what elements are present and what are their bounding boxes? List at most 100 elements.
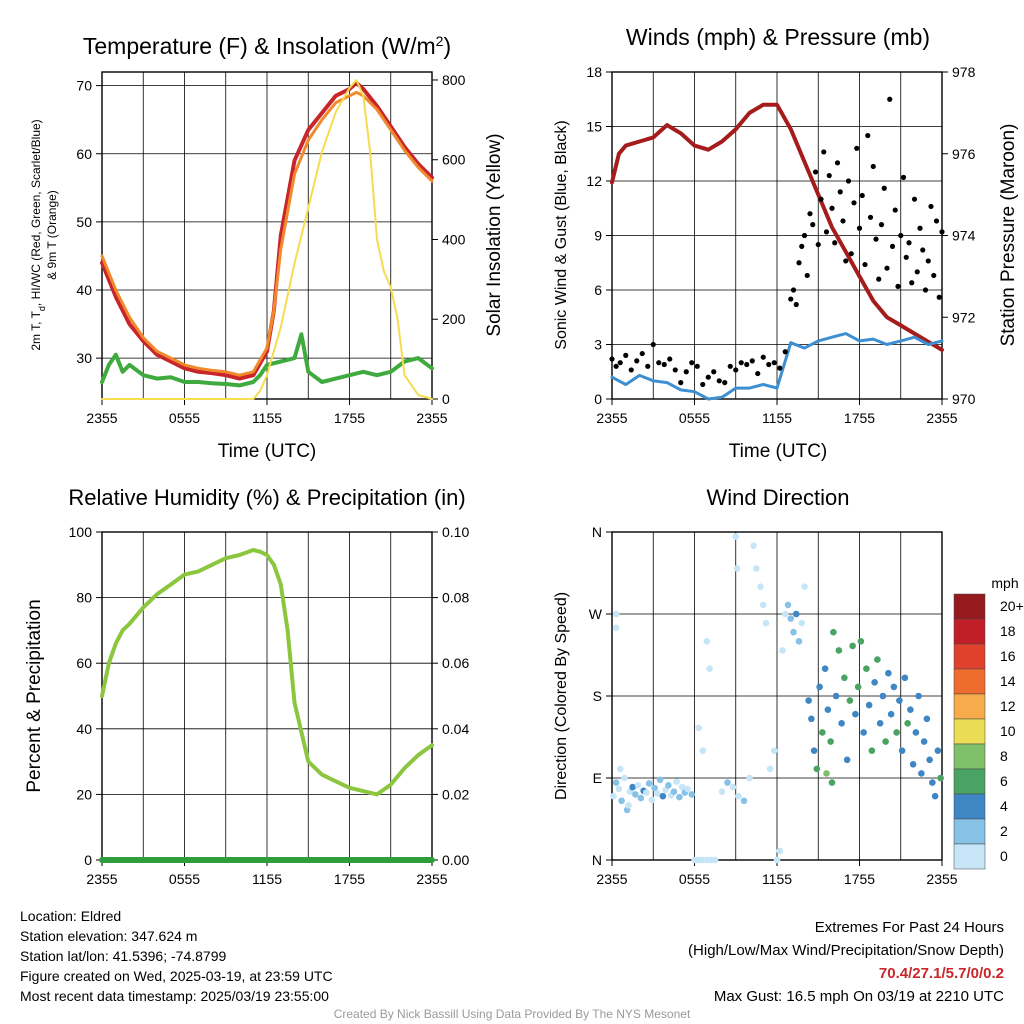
temp-y-tick-label: 30 xyxy=(76,350,92,366)
dir-point xyxy=(648,796,656,804)
dir-point xyxy=(711,856,719,864)
wind-gust-point xyxy=(917,225,923,231)
wind-gust-point xyxy=(845,178,852,184)
dir-point xyxy=(750,542,757,549)
temp-y2-tick-label: 400 xyxy=(442,231,466,247)
temp-title: Temperature (F) & Insolation (W/m2) xyxy=(83,33,451,59)
dir-point xyxy=(923,715,931,723)
dir-point xyxy=(659,792,667,800)
rh-y-tick-label: 0 xyxy=(84,852,92,868)
dir-point xyxy=(634,781,642,789)
wind-gust-point xyxy=(661,361,667,368)
dir-point xyxy=(813,765,821,773)
temp-x-tick-label: 2355 xyxy=(416,410,447,426)
dir-point xyxy=(893,729,900,736)
wind-gust-point xyxy=(700,381,706,388)
wind-gust-point xyxy=(900,174,907,180)
dir-point xyxy=(790,628,797,636)
rh-y-tick-label: 100 xyxy=(69,524,93,540)
dir-point xyxy=(920,738,928,745)
dir-x-tick-label: 1755 xyxy=(844,871,875,887)
dir-point xyxy=(801,583,808,590)
temp-y2-tick-label: 800 xyxy=(442,72,466,88)
dir-point xyxy=(835,647,843,654)
wind-gust-point xyxy=(859,192,865,199)
temp-series-line xyxy=(100,332,434,388)
credit-line: Created By Nick Bassill Using Data Provi… xyxy=(333,1007,691,1021)
dir-point xyxy=(931,792,939,800)
wind-gust-point xyxy=(796,260,802,266)
temp-series-line xyxy=(100,90,434,377)
dir-point xyxy=(882,738,889,745)
recent-timestamp: Most recent data timestamp: 2025/03/19 2… xyxy=(20,988,329,1004)
dir-point xyxy=(718,788,726,795)
dir-point xyxy=(841,674,848,682)
extremes-values: 70.4/27.1/5.7/0/0.2 xyxy=(878,965,1004,982)
wind-gust-point xyxy=(826,172,832,179)
wind-gust-point xyxy=(920,247,926,253)
dir-point xyxy=(824,706,832,713)
temp-x-tick-label: 1155 xyxy=(252,410,282,426)
rh-y2-tick-label: 0.02 xyxy=(442,786,469,802)
dir-point xyxy=(784,601,792,609)
wind-y2-tick-label: 976 xyxy=(952,146,976,162)
dir-legend-title: mph xyxy=(991,575,1018,591)
dir-y-tick-label: W xyxy=(589,606,603,622)
wind-y2-tick-label: 978 xyxy=(952,64,976,80)
wind-y2-tick-label: 970 xyxy=(952,391,976,407)
dir-point xyxy=(637,794,645,802)
wind-gust-point xyxy=(628,367,634,373)
dir-point xyxy=(879,692,887,700)
dir-point xyxy=(665,781,672,789)
dir-point xyxy=(887,710,895,718)
wind-gust-point xyxy=(804,272,810,279)
wind-gust-point xyxy=(749,358,755,364)
temp-y-label-line2: & 9m T (Orange) xyxy=(45,190,59,280)
wind-y2-tick-label: 972 xyxy=(952,309,976,325)
dir-point xyxy=(871,679,878,686)
extremes-title: Extremes For Past 24 Hours xyxy=(814,919,1004,936)
dir-point xyxy=(937,774,944,782)
dir-point xyxy=(612,779,620,786)
wind-gust-point xyxy=(760,354,766,360)
wind-gust-point xyxy=(933,218,940,224)
dir-point xyxy=(909,761,917,768)
wind-gust-point xyxy=(613,363,619,369)
wind-gust-point xyxy=(884,265,890,271)
wind-gust-point xyxy=(672,367,678,373)
extremes-subtitle: (High/Low/Max Wind/Precipitation/Snow De… xyxy=(688,942,1004,959)
rh-x-tick-label: 1755 xyxy=(334,871,365,887)
wind-gust-point xyxy=(856,225,863,231)
dir-legend-label: 10 xyxy=(1000,723,1016,739)
dir-point xyxy=(612,624,620,631)
dir-point xyxy=(896,697,903,704)
wind-gust-point xyxy=(799,243,805,249)
dir-legend-label: 4 xyxy=(1000,798,1008,814)
wind-gust-point xyxy=(678,380,684,386)
wind-x-tick-label: 0555 xyxy=(679,410,710,426)
wind-gust-point xyxy=(683,369,689,375)
wind-gust-point xyxy=(834,160,841,166)
temp-x-tick-label: 1755 xyxy=(334,410,365,426)
rh-title: Relative Humidity (%) & Precipitation (i… xyxy=(68,485,465,510)
wind-y2-label: Station Pressure (Maroon) xyxy=(998,124,1019,347)
figure-created: Figure created on Wed, 2025-03-19, at 23… xyxy=(20,968,333,984)
rh-y2-tick-label: 0.04 xyxy=(442,721,469,737)
wind-gust-point xyxy=(931,272,937,279)
wind-title: Winds (mph) & Pressure (mb) xyxy=(626,24,930,50)
wind-gust-point xyxy=(909,280,915,286)
dir-legend-swatch xyxy=(953,818,986,845)
dir-legend-label: 20+ xyxy=(1000,598,1024,614)
dir-point xyxy=(773,856,781,864)
wind-y-tick-label: 3 xyxy=(594,337,602,353)
dir-point xyxy=(670,788,678,795)
dir-point xyxy=(898,747,906,754)
wind-gust-point xyxy=(812,169,819,175)
dir-y-tick-label: N xyxy=(592,524,602,540)
wind-gust-point xyxy=(777,365,783,371)
dir-point xyxy=(852,710,859,718)
dir-point xyxy=(759,601,767,609)
dir-point xyxy=(684,785,691,793)
wind-gust-point xyxy=(911,196,918,202)
